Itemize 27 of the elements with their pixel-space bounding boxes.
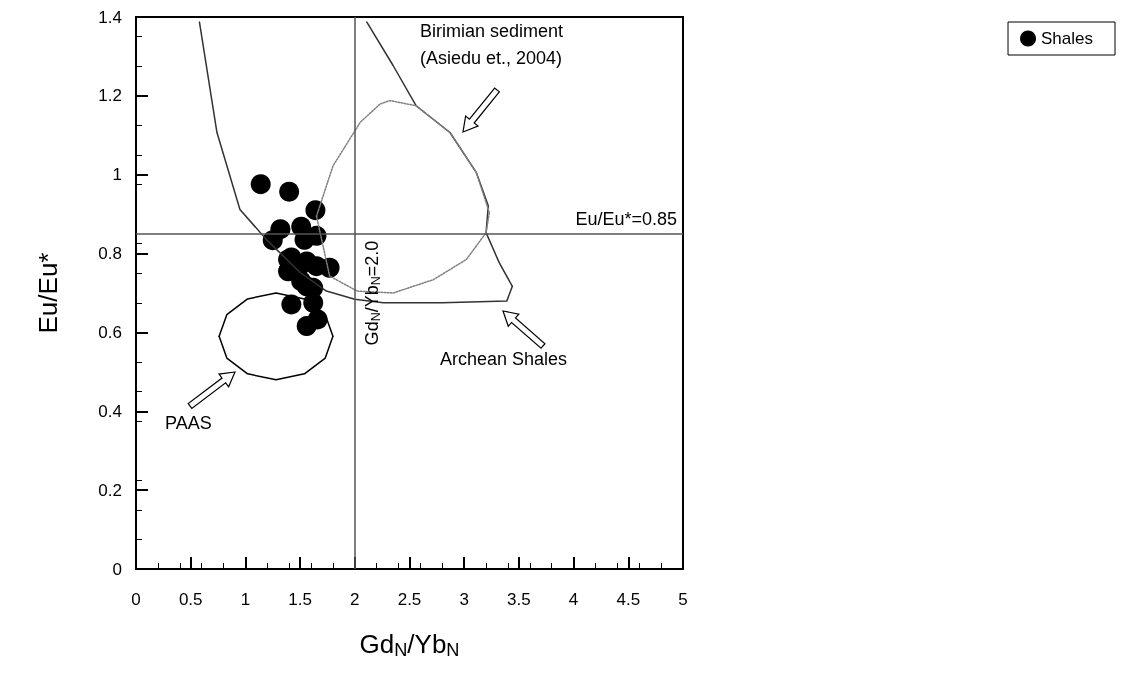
x-tick-label: 3.5 bbox=[507, 590, 531, 609]
ref-line-label: Eu/Eu*=0.85 bbox=[575, 208, 677, 229]
x-tick-label: 1.5 bbox=[288, 590, 312, 609]
annotation: Birimian sediment bbox=[420, 21, 564, 41]
x-tick-label: 0 bbox=[131, 590, 141, 609]
x-tick-label: 4.5 bbox=[616, 590, 641, 609]
y-tick-label: 1 bbox=[112, 165, 122, 185]
x-tick-label: 2.5 bbox=[397, 590, 422, 609]
x-tick-label: 1 bbox=[240, 590, 251, 609]
x-tick-label: 2 bbox=[350, 590, 360, 609]
y-tick-label: 1.4 bbox=[98, 7, 122, 27]
x-tick-label: 4 bbox=[568, 590, 579, 609]
annotation: (Asiedu et., 2004) bbox=[420, 48, 563, 68]
y-tick-label: 0.2 bbox=[98, 480, 122, 500]
y-tick-label: 1.2 bbox=[98, 86, 122, 106]
y-tick-label: 0.6 bbox=[98, 322, 122, 342]
y-tick-label: 0 bbox=[112, 559, 122, 579]
y-tick-label: 0.4 bbox=[98, 401, 122, 421]
annotation: Archean Shales bbox=[440, 349, 568, 369]
x-tick-label: 3 bbox=[459, 590, 469, 609]
legend-label: Shales bbox=[1041, 29, 1093, 48]
y-axis-title: Eu/Eu* bbox=[33, 252, 63, 334]
ref-line-label: GdN/YbN=2.0 bbox=[361, 240, 384, 346]
x-tick-label: 5 bbox=[678, 590, 688, 609]
x-tick-label: 0.5 bbox=[178, 590, 203, 609]
annotation: PAAS bbox=[165, 413, 212, 433]
y-tick-label: 0.8 bbox=[98, 244, 122, 264]
